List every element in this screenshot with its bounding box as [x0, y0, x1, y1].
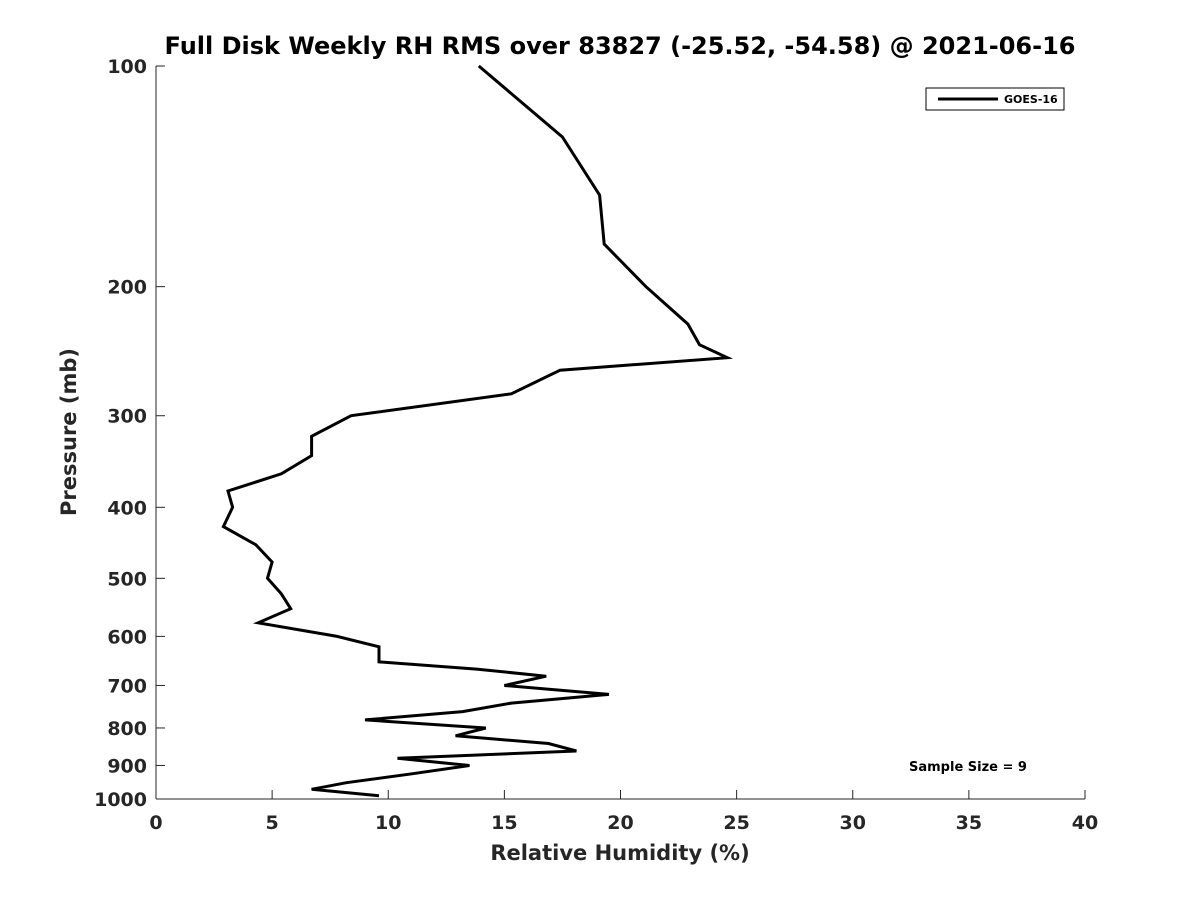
x-tick-label: 5 — [266, 812, 279, 834]
x-tick-label: 10 — [375, 812, 401, 834]
series-layer — [221, 64, 734, 798]
y-tick-label: 1000 — [94, 789, 147, 811]
x-axis-label: Relative Humidity (%) — [490, 841, 749, 865]
x-tick-label: 30 — [840, 812, 866, 834]
x-tick-label: 0 — [149, 812, 162, 834]
axes — [155, 66, 1085, 800]
y-tick-label: 700 — [107, 675, 147, 697]
x-tick-label: 15 — [491, 812, 517, 834]
x-axis-ticks: 0 5 10 15 20 25 30 35 40 — [149, 790, 1098, 834]
chart-title: Full Disk Weekly RH RMS over 83827 (-25.… — [165, 32, 1076, 60]
y-tick-label: 400 — [107, 497, 147, 519]
x-tick-label: 35 — [956, 812, 982, 834]
legend-label-goes-16: GOES-16 — [1004, 93, 1058, 106]
y-axis-ticks: 100 200 300 400 500 600 700 800 900 1000 — [94, 56, 165, 811]
y-tick-label: 900 — [107, 755, 147, 777]
x-tick-label: 20 — [607, 812, 633, 834]
x-tick-label: 40 — [1072, 812, 1098, 834]
y-tick-label: 200 — [107, 277, 147, 299]
y-tick-label: 300 — [107, 406, 147, 428]
y-tick-label: 600 — [107, 626, 147, 648]
sample-size-annotation: Sample Size = 9 — [909, 760, 1027, 775]
legend: GOES-16 — [925, 87, 1065, 111]
series-line-goes-16 — [221, 64, 734, 798]
y-tick-label: 800 — [107, 718, 147, 740]
y-tick-label: 100 — [107, 56, 147, 78]
y-tick-label: 500 — [107, 568, 147, 590]
x-tick-label: 25 — [723, 812, 749, 834]
y-axis-label: Pressure (mb) — [57, 348, 81, 516]
